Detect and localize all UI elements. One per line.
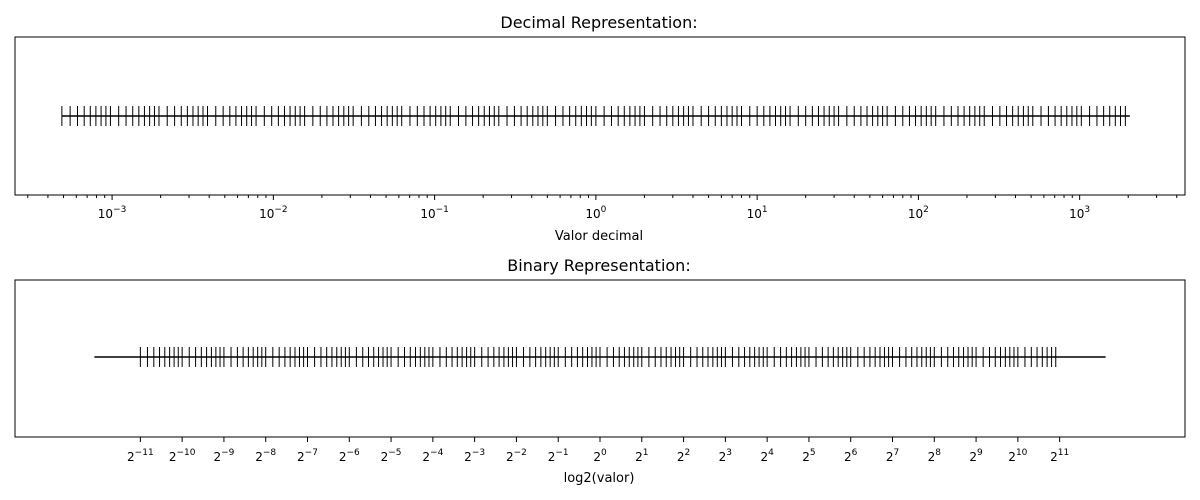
binary-panel: Binary Representation: 2−11 2−10 2−9 2−8 2−7…: [14, 256, 1186, 486]
binary-tick-label: 2−2: [506, 448, 527, 464]
binary-event-marks: [94, 347, 1106, 367]
decimal-title: Decimal Representation:: [500, 13, 697, 32]
decimal-tick-label: 10−3: [98, 205, 127, 221]
binary-tick-label: 25: [802, 448, 815, 464]
binary-tick-label: 28: [928, 448, 942, 464]
binary-tick-label: 2−9: [213, 448, 234, 464]
binary-x-ticks: 2−11 2−10 2−9 2−8 2−7 2−6 2−5 2−4 2−3 2−2 2−1 20 21 2…: [127, 437, 1069, 464]
decimal-x-ticks: 10−3 10−2 10−1 100 101 102 103: [27, 195, 1178, 221]
decimal-tick-label: 10−2: [259, 205, 288, 221]
decimal-plot-frame: [14, 36, 1186, 196]
binary-tick-label: 23: [719, 448, 732, 464]
decimal-tick-label: 102: [908, 205, 929, 221]
decimal-panel: Decimal Representation: 10−3 10−2 10−1 100 1…: [14, 13, 1186, 244]
decimal-tick-label: 101: [747, 205, 768, 221]
binary-x-axis-label: log2(valor): [564, 471, 635, 486]
binary-tick-label: 20: [593, 448, 607, 464]
binary-tick-label: 22: [677, 448, 690, 464]
binary-tick-label: 2−10: [169, 448, 196, 464]
binary-tick-label: 26: [844, 448, 858, 464]
decimal-tick-label: 10−1: [420, 205, 449, 221]
binary-tick-label: 21: [635, 448, 648, 464]
binary-tick-label: 210: [1008, 448, 1027, 464]
binary-tick-label: 2−5: [381, 448, 402, 464]
binary-tick-label: 2−11: [127, 448, 154, 464]
decimal-x-axis-label: Valor decimal: [555, 229, 643, 244]
decimal-tick-label: 103: [1069, 205, 1090, 221]
decimal-tick-label: 100: [585, 205, 606, 221]
binary-tick-label: 2−4: [422, 448, 443, 464]
binary-tick-label: 2−8: [255, 448, 276, 464]
binary-tick-label: 2−6: [339, 448, 360, 464]
binary-title: Binary Representation:: [507, 256, 690, 275]
binary-tick-label: 2−1: [548, 448, 569, 464]
binary-tick-label: 24: [760, 448, 774, 464]
binary-tick-label: 27: [886, 448, 899, 464]
binary-tick-label: 29: [969, 448, 983, 464]
binary-tick-label: 2−3: [464, 448, 485, 464]
binary-tick-label: 2−7: [297, 448, 318, 464]
decimal-event-marks: [61, 106, 1130, 126]
binary-tick-label: 211: [1050, 448, 1069, 464]
